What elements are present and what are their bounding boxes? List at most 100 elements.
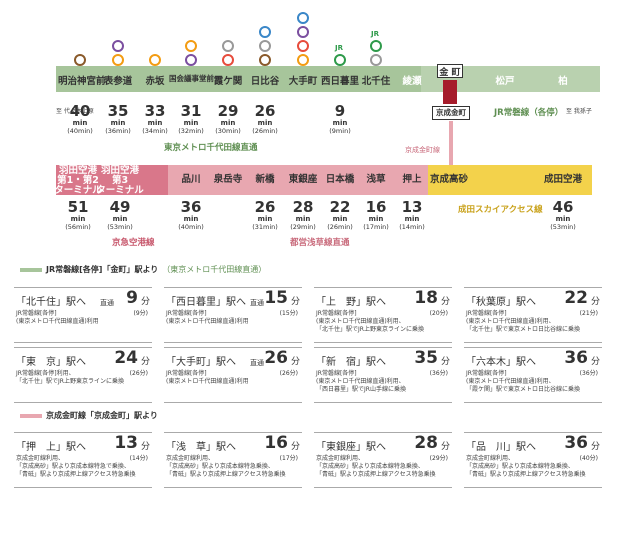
section-keisei-title: 京成金町線「京成金町」駅より [20,410,158,421]
top-station-label: 綾瀬 [402,76,422,87]
time-unit: min [555,215,571,223]
travel-minutes: 28 [414,433,438,453]
time-paren: (40min) [67,127,93,135]
time-unit: min [112,215,128,223]
route-note: (東京メトロ千代田線直通)利用、 [316,378,405,385]
destination-title: 「秋葉原」駅へ [466,297,536,308]
route-note: 「京成高砂」駅より京成本線特急乗換、 [166,463,274,470]
line-marker-icon [112,54,124,66]
minutes-unit: 分 [590,297,600,307]
route-note: (東京メトロ千代田線直通)利用、 [466,378,555,385]
time-value: 9 [334,102,346,120]
keisei-kanamachi-marker [443,90,457,104]
route-note: (東京メトロ千代田線直通)利用 [16,318,99,325]
keisei-kanamachi-box: 京成金町 [432,106,470,120]
top-station-label: 赤坂 [145,76,165,87]
time-unit: min [220,119,236,127]
time-paren: (29min) [290,223,316,231]
bottom-station-label: 押上 [402,174,422,185]
destination-card: 「北千住」駅へ 直通 9 分 (9分) JR常磐線[各停] (東京メトロ千代田線直通)利用 [14,287,152,343]
direct-label: 直通 [250,299,264,307]
bottom-station-label: 日本橋 [325,174,355,185]
section-bar-pink [20,413,42,418]
minutes-unit: 分 [290,357,300,367]
time-value: 51 [67,198,89,216]
skyaccess-label: 成田スカイアクセス線 [458,205,543,215]
time-unit: min [368,215,384,223]
route-note: 京成金町線利用、 [466,455,515,462]
section1-title: JR常磐線[各停]「金町」駅より [46,265,159,274]
travel-minutes-alt: (15分) [279,310,298,317]
top-station-label: 表参道 [103,76,133,87]
top-travel-time: 9 min (9min) [320,104,360,136]
time-paren: (31min) [252,223,278,231]
time-value: 28 [292,198,314,216]
top-station-label: 日比谷 [250,76,280,87]
travel-minutes-alt: (9分) [133,310,149,317]
minutes-unit: 分 [140,297,150,307]
line-marker-icon [185,54,197,66]
destination-title: 「押 上」駅へ [16,442,86,453]
bottom-travel-time: 22 min (26min) [320,200,360,232]
time-value: 36 [180,198,202,216]
time-paren: (9min) [329,127,351,135]
route-note: 「北千住」駅でJR上野東京ラインに乗換 [316,326,424,333]
bottom-station-label: 羽田空港 第1・第2 ターミナル [54,165,102,196]
line-marker-icon [370,54,382,66]
minutes-unit: 分 [590,357,600,367]
route-note: 「北千住」駅でJR上野東京ラインに乗換 [16,378,124,385]
keikyu-line-band [56,165,168,195]
travel-minutes: 16 [264,433,288,453]
route-note: 「北千住」駅で東京メトロ日比谷線に乗換 [466,326,581,333]
travel-minutes-alt: (26分) [129,370,148,377]
time-paren: (53min) [107,223,133,231]
line-marker-icon [297,26,309,38]
time-value: 35 [107,102,129,120]
line-marker-icon [149,54,161,66]
destination-title: 「北千住」駅へ [16,297,86,308]
route-note: JR常磐線[各停] [166,310,207,317]
travel-minutes: 35 [414,348,438,368]
time-value: 29 [217,102,239,120]
line-marker-icon [185,40,197,52]
top-station-label: 大手町 [288,76,318,87]
time-value: 16 [365,198,387,216]
destination-card: 「六本木」駅へ 36 分 (36分) JR常磐線[各停] (東京メトロ千代田線直通)利用、… [464,347,602,403]
top-station-label: 国会議事堂前 [169,74,214,83]
minutes-unit: 分 [140,357,150,367]
destination-card: 「押 上」駅へ 13 分 (14分) 京成金町線利用、 「京成高砂」駅より京成本線特急で乗… [14,432,152,488]
bottom-travel-time: 46 min (53min) [543,200,583,232]
section-bar-green [20,267,42,272]
time-paren: (30min) [215,127,241,135]
bottom-station-label: 浅草 [366,174,386,185]
route-note: 「霞ケ関」駅で東京メトロ日比谷線に乗換 [466,386,581,393]
time-paren: (56min) [65,223,91,231]
top-travel-time: 33 min (34min) [135,104,175,136]
time-unit: min [183,215,199,223]
travel-minutes: 24 [114,348,138,368]
destination-card: 「大手町」駅へ 直通 26 分 (26分) JR常磐線[各停] (東京メトロ千代田線直通)利… [164,347,302,403]
time-value: 49 [109,198,131,216]
line-marker-icon [259,26,271,38]
keikyu-label: 京急空港線 [112,238,155,248]
time-unit: min [183,119,199,127]
destination-title: 「西日暮里」駅へ [166,297,246,308]
top-travel-time: 35 min (36min) [98,104,138,136]
chiyoda-line-band [56,66,421,92]
top-station-label: 霞ケ関 [213,76,243,87]
route-note: JR常磐線[各停] [316,370,357,377]
time-unit: min [72,119,88,127]
jr-badge: JR [335,44,343,52]
destination-title: 「新 宿」駅へ [316,357,386,368]
right-note: 至 我孫子 [566,108,592,115]
left-note: 至 代々木上原 [56,108,94,115]
time-unit: min [110,119,126,127]
travel-minutes-alt: (29分) [429,455,448,462]
skyaccess-line-band [428,165,592,195]
time-value: 33 [144,102,166,120]
time-paren: (26min) [252,127,278,135]
time-value: 22 [329,198,351,216]
asakusa-label: 都営浅草線直通 [290,238,350,248]
route-note: 「青砥」駅より京成押上線アクセス特急乗換 [316,471,436,478]
top-travel-time: 40 min (40min) [60,104,100,136]
